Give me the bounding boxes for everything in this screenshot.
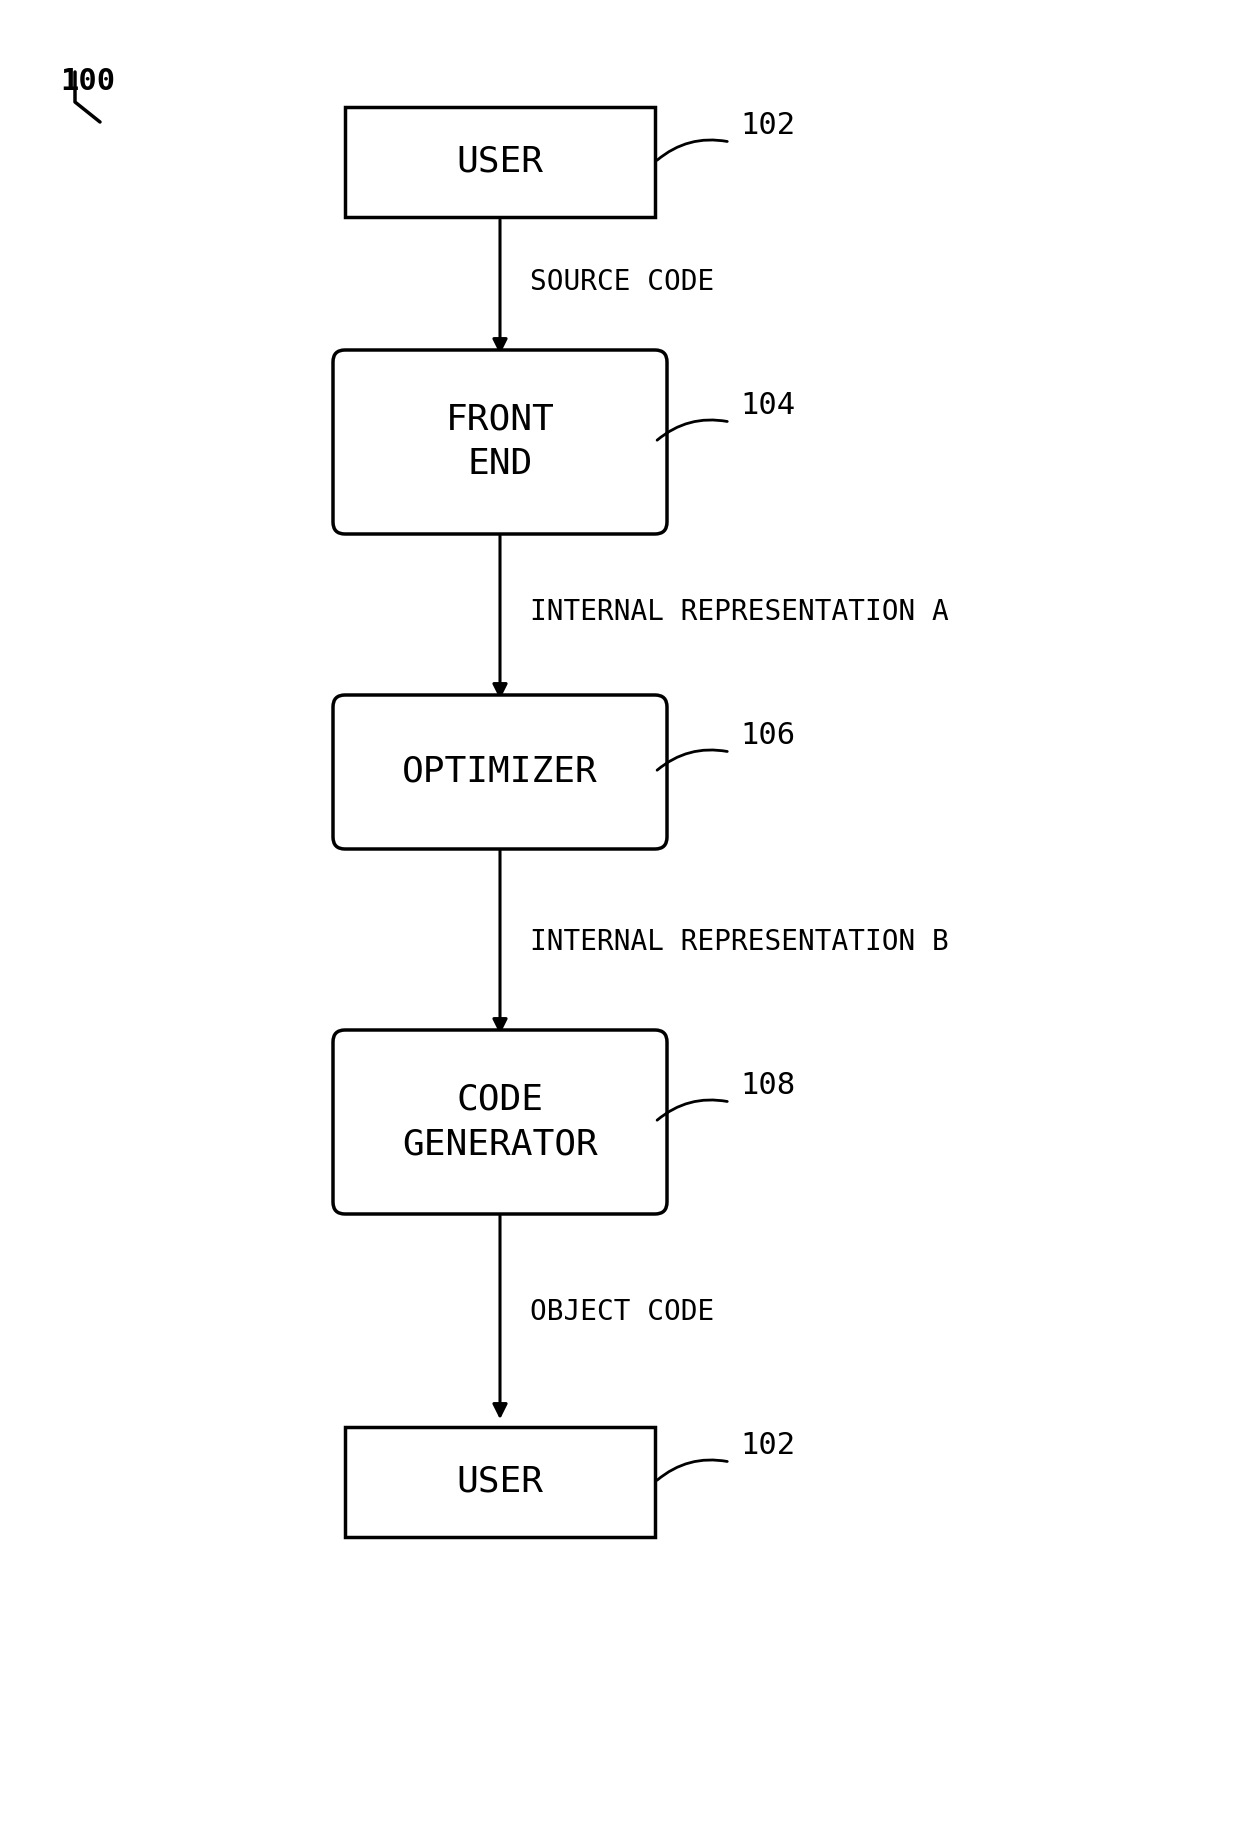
Text: USER: USER: [456, 146, 543, 179]
Text: INTERNAL REPRESENTATION A: INTERNAL REPRESENTATION A: [529, 598, 949, 627]
Text: OPTIMIZER: OPTIMIZER: [402, 754, 598, 789]
Text: 102: 102: [740, 1430, 795, 1459]
Text: CODE
GENERATOR: CODE GENERATOR: [402, 1082, 598, 1161]
Text: 106: 106: [740, 722, 795, 751]
Text: 104: 104: [740, 392, 795, 421]
FancyBboxPatch shape: [334, 694, 667, 849]
Text: OBJECT CODE: OBJECT CODE: [529, 1297, 714, 1326]
FancyBboxPatch shape: [345, 107, 655, 217]
FancyBboxPatch shape: [334, 1029, 667, 1213]
Text: USER: USER: [456, 1465, 543, 1500]
Text: 102: 102: [740, 111, 795, 140]
Text: SOURCE CODE: SOURCE CODE: [529, 268, 714, 295]
Text: 100: 100: [60, 67, 115, 97]
Text: 108: 108: [740, 1071, 795, 1100]
FancyBboxPatch shape: [345, 1427, 655, 1538]
Text: INTERNAL REPRESENTATION B: INTERNAL REPRESENTATION B: [529, 927, 949, 957]
Text: FRONT
END: FRONT END: [445, 403, 554, 481]
FancyBboxPatch shape: [334, 350, 667, 534]
